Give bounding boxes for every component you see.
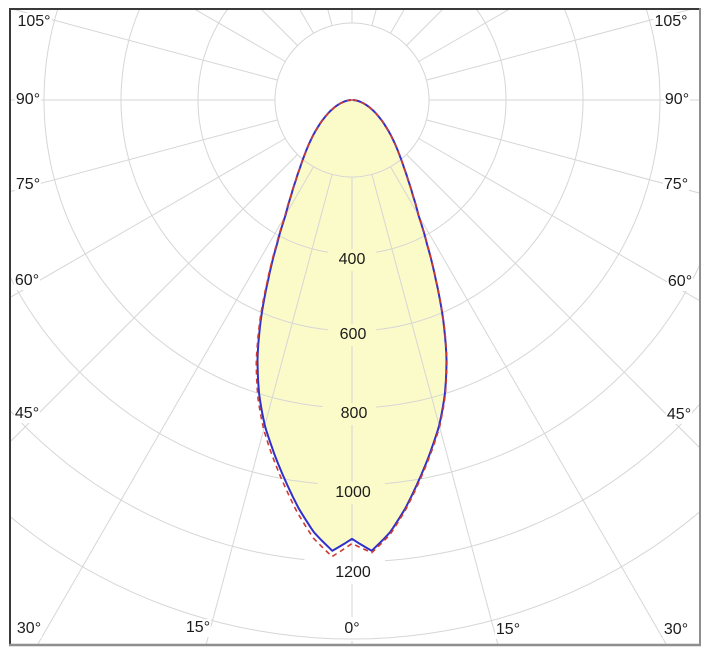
- radial-tick-label: 1200: [335, 564, 371, 581]
- angle-tick-label: 75°: [14, 176, 42, 194]
- grid-ring-800: [43, 10, 661, 408]
- angle-tick-label: 15°: [494, 621, 522, 639]
- lobe-fill: [257, 100, 447, 551]
- curve-red-dashed: [255, 99, 448, 558]
- angle-tick-label: 105°: [16, 13, 52, 31]
- angle-tick-label: 30°: [662, 621, 690, 639]
- angle-tick-label: 90°: [663, 91, 691, 109]
- grid-ray: [11, 138, 286, 298]
- grid-ray: [37, 166, 314, 644]
- angle-tick-label: 75°: [662, 176, 690, 194]
- grid-ray: [205, 174, 333, 644]
- grid-ray: [390, 166, 667, 644]
- grid-ray: [11, 119, 278, 192]
- grid-ray: [406, 154, 699, 448]
- grid-ring-600: [120, 10, 584, 331]
- angle-tick-label: 0°: [343, 620, 361, 638]
- angle-tick-label: 45°: [13, 405, 41, 423]
- angle-tick-label: 90°: [14, 91, 42, 109]
- grid-ray: [418, 138, 699, 301]
- grid-ray: [426, 10, 690, 81]
- grid-ring-400: [197, 10, 507, 253]
- angle-tick-label: 60°: [666, 273, 694, 291]
- angle-tick-label: 15°: [184, 619, 212, 637]
- grid-ring-1000: [11, 265, 699, 485]
- grid-ray: [11, 154, 298, 442]
- radial-tick-label: 400: [338, 251, 366, 268]
- radial-tick-label: 1000: [335, 484, 371, 501]
- angle-tick-label: 30°: [15, 620, 43, 638]
- angle-tick-label: 105°: [653, 13, 689, 31]
- grid-ray: [426, 119, 699, 194]
- grid-ray: [371, 174, 499, 644]
- radial-tick-label: 600: [339, 326, 367, 343]
- angle-tick-label: 60°: [13, 272, 41, 290]
- angle-tick-label: 45°: [665, 406, 693, 424]
- radial-tick-label: 800: [340, 405, 368, 422]
- grid-ray: [14, 10, 278, 81]
